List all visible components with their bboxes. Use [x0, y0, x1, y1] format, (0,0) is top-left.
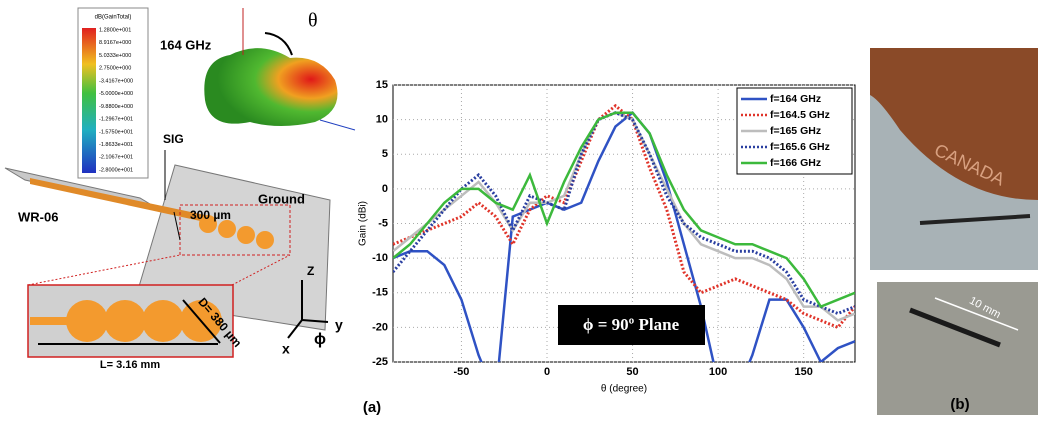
- gap-label: 300 µm: [190, 208, 231, 222]
- x-axis-line: [319, 119, 356, 131]
- y-tick-label: 10: [376, 114, 388, 126]
- coin: [870, 48, 1038, 200]
- inset-feed: [30, 317, 70, 325]
- panel-a-label: (a): [363, 399, 381, 416]
- colorbar-label: -1.2967e+001: [99, 117, 133, 123]
- y-tick-label: 0: [382, 183, 388, 195]
- colorbar: [82, 28, 96, 173]
- x-tick-label: 50: [626, 366, 638, 378]
- y-tick-label: 15: [376, 79, 388, 91]
- colorbar-label: -2.1067e+001: [99, 155, 133, 161]
- colorbar-label: -3.4167e+000: [99, 78, 133, 84]
- y-tick-label: 5: [382, 148, 388, 160]
- inset-circles: [66, 300, 222, 342]
- axis-x-label: x: [282, 341, 290, 357]
- series-line: [393, 110, 855, 362]
- theta-arrow: [264, 32, 293, 56]
- zoom-line: [27, 254, 181, 286]
- y-tick-label: -15: [372, 287, 388, 299]
- waveguide-label: WR-06: [18, 209, 58, 224]
- colorbar-label: -1.8633e+001: [99, 142, 133, 148]
- theta-label: θ: [308, 10, 318, 32]
- panel-b-label: (b): [950, 396, 969, 413]
- scale-arrow: [934, 297, 1019, 331]
- x-axis-label: θ (degree): [601, 384, 647, 395]
- colorbar-label: -2.8000e+001: [99, 167, 133, 173]
- ground-label: Ground: [258, 191, 305, 206]
- gap-arrow: [173, 211, 181, 241]
- legend-label: f=166 GHz: [770, 157, 821, 169]
- y-tick-label: -25: [372, 356, 388, 368]
- zoom-box: [179, 204, 291, 256]
- axis-y-label: y: [335, 317, 343, 333]
- y-tick-label: -20: [372, 321, 388, 333]
- series-line: [393, 111, 855, 309]
- antenna-photo: [909, 307, 1001, 348]
- patch-circles: [199, 215, 274, 249]
- length-label: L= 3.16 mm: [100, 359, 160, 371]
- colorbar-label: 1.2800e+001: [99, 27, 131, 33]
- diameter-arrow: [182, 299, 221, 344]
- y-tick-label: -5: [378, 217, 388, 229]
- legend-label: f=165.6 GHz: [770, 141, 830, 153]
- sig-label: SIG: [163, 132, 184, 146]
- x-tick-label: 100: [709, 366, 727, 378]
- antenna-diagram: dB(GainTotal) 164 GHz θ SIG 300 µm Groun…: [4, 7, 356, 371]
- zoom-line: [231, 254, 291, 286]
- phi-label: ϕ: [314, 331, 326, 348]
- antenna-photo: [919, 214, 1031, 225]
- coordinate-axes: [287, 280, 329, 339]
- scale-photo: [877, 282, 1038, 415]
- series-line: [393, 111, 855, 316]
- colorbar-label: -5.0000e+000: [99, 91, 133, 97]
- axis-z-label: Z: [307, 264, 314, 278]
- y-axis-label: Gain (dBi): [358, 201, 369, 246]
- annotation: ϕ = 90º Plane: [583, 315, 680, 334]
- legend-label: f=165 GHz: [770, 125, 821, 137]
- colorbar-label: -1.5750e+001: [99, 129, 133, 135]
- feed-line: [30, 178, 205, 222]
- annotation-box: [558, 305, 705, 345]
- x-tick-label: 0: [544, 366, 550, 378]
- frequency-label: 164 GHz: [160, 37, 212, 52]
- legend-label: f=164 GHz: [770, 93, 821, 105]
- colorbar-label: 8.9167e+000: [99, 40, 131, 46]
- radiation-pattern: [204, 48, 338, 126]
- x-tick-label: 150: [794, 366, 812, 378]
- y-tick-label: -10: [372, 252, 388, 264]
- x-tick-label: -50: [453, 366, 469, 378]
- legend-label: f=164.5 GHz: [770, 109, 830, 121]
- colorbar-label: 2.7500e+000: [99, 66, 131, 72]
- colorbar-label: 5.0333e+000: [99, 53, 131, 59]
- colorbar-title: dB(GainTotal): [95, 15, 132, 21]
- colorbar-label: -9.8800e+000: [99, 104, 133, 110]
